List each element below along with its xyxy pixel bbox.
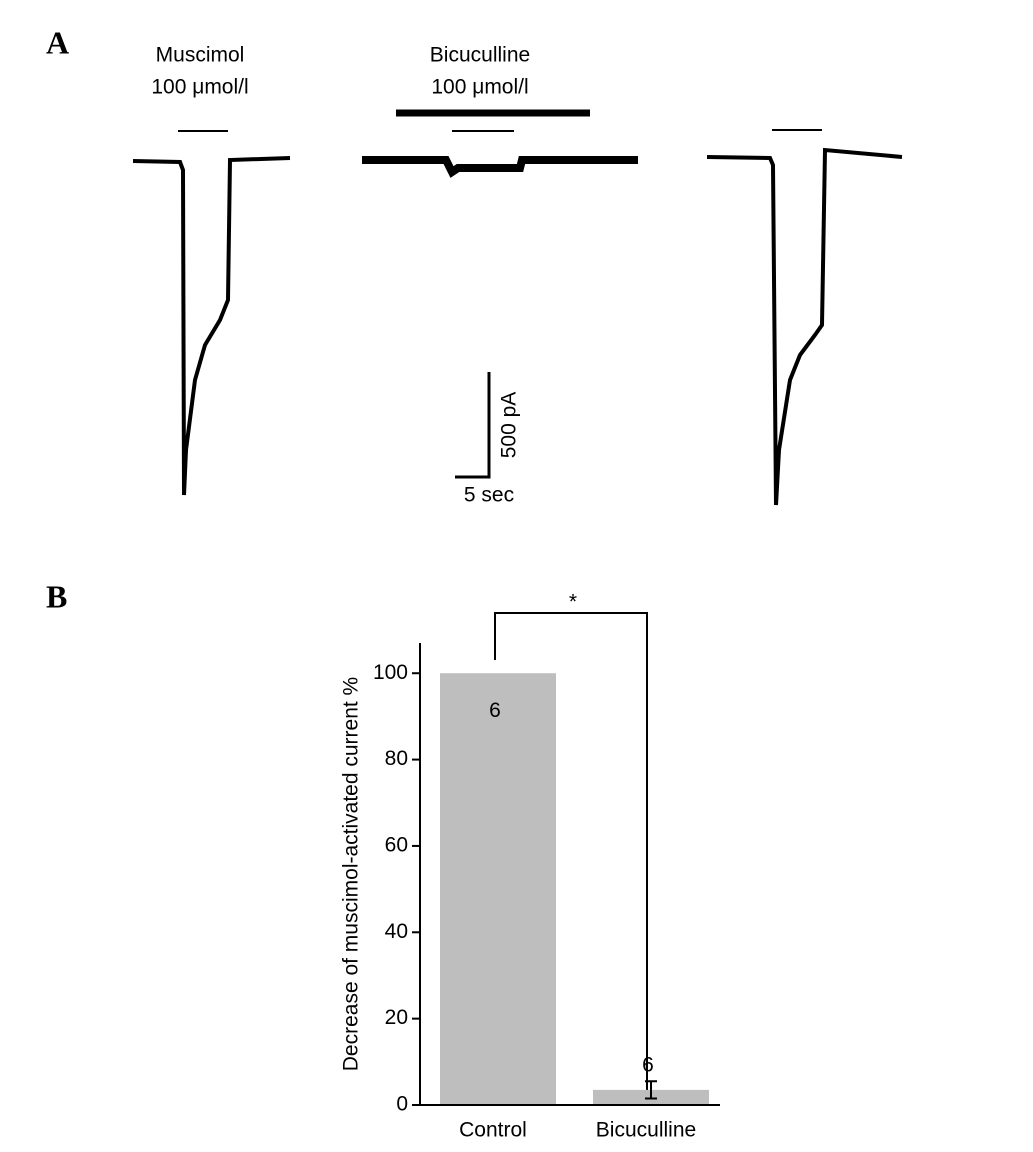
current-trace <box>362 156 638 178</box>
n-label: 6 <box>489 699 501 722</box>
drug-label: Bicuculline <box>430 44 530 67</box>
y-tick-label: 0 <box>396 1093 408 1116</box>
traces <box>132 109 903 506</box>
bar <box>440 673 556 1105</box>
current-trace <box>706 147 903 506</box>
significance-mark: * <box>569 591 577 614</box>
drug-label: Muscimol <box>156 44 245 67</box>
y-tick-label: 80 <box>385 747 408 770</box>
significance-bracket <box>494 612 648 1090</box>
y-tick-label: 60 <box>385 833 408 856</box>
scale-label: 500 pA <box>498 392 521 459</box>
n-label: 6 <box>642 1053 654 1076</box>
dose-label: 100 μmol/l <box>151 76 248 99</box>
plot: 6 Control 6 Bicuculline 0 20 40 60 80 100 <box>373 643 720 1142</box>
scale-label: 5 sec <box>464 484 514 507</box>
y-tick-label: 40 <box>385 920 408 943</box>
y-axis-label: Decrease of muscimol-activated current % <box>340 677 363 1071</box>
error-bar <box>645 1080 657 1100</box>
panel-label: A <box>46 24 69 60</box>
x-tick-label: Control <box>459 1119 527 1142</box>
x-tick-label: Bicuculline <box>596 1119 696 1142</box>
y-tick-label: 100 <box>373 661 408 684</box>
current-trace <box>132 156 291 496</box>
dose-label: 100 μmol/l <box>431 76 528 99</box>
panel-label: B <box>46 578 67 614</box>
y-tick-label: 20 <box>385 1006 408 1029</box>
scale-bar <box>455 372 491 479</box>
